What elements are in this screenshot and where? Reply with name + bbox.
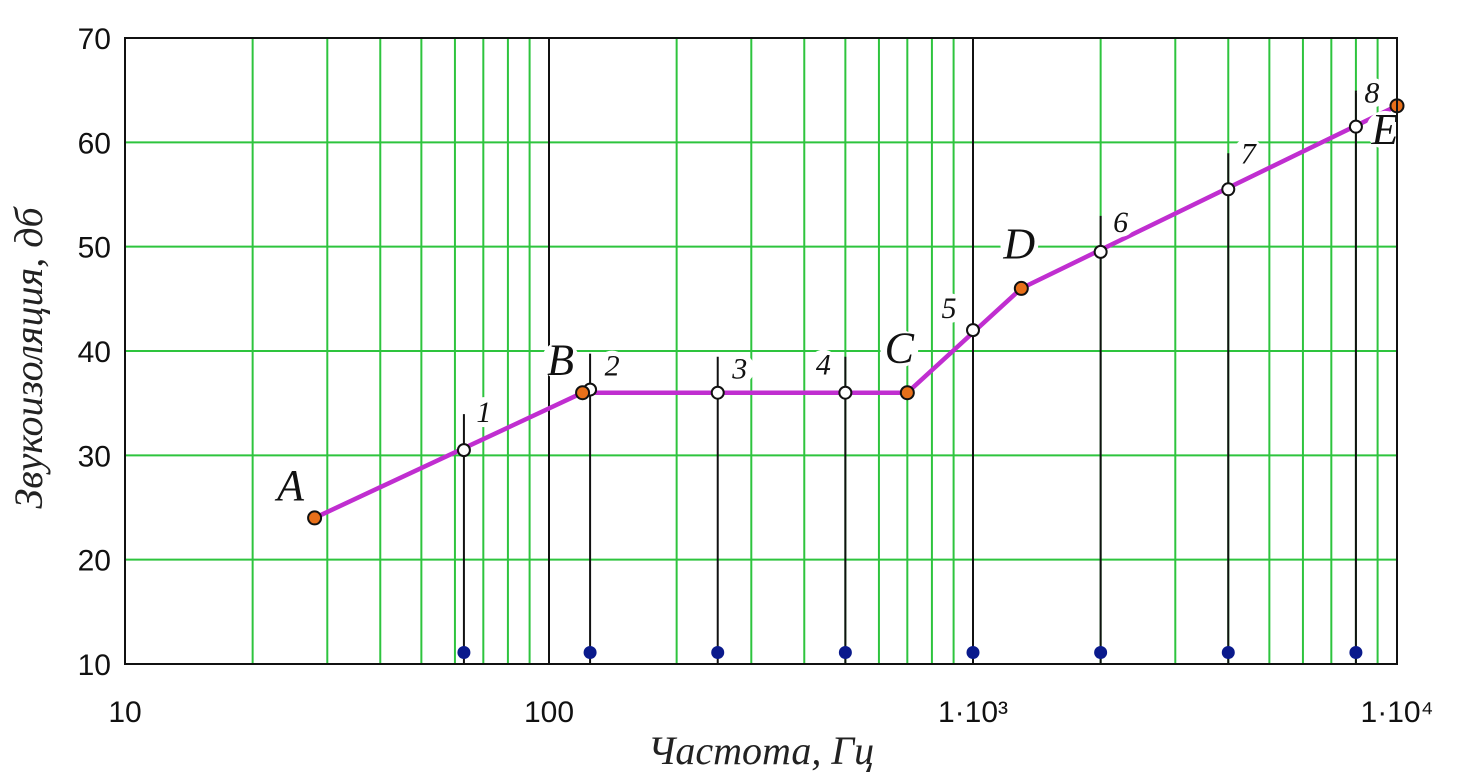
- label-halo: [1105, 206, 1136, 237]
- base-marker: [1094, 646, 1108, 660]
- x-tick-label: 100: [524, 696, 574, 729]
- label-halo: [724, 353, 755, 384]
- x-axis-title: Частота, Гц: [648, 728, 874, 773]
- marker-label: 6: [1113, 206, 1128, 239]
- marker-point: [456, 443, 471, 458]
- y-tick-label: 20: [78, 545, 111, 578]
- x-tick-label: 1·10⁴: [1361, 696, 1434, 729]
- label-halo: [541, 341, 580, 380]
- label-halo: [808, 349, 839, 380]
- point-labels: A B C D E 1 2 3 4 5 6 7 8: [271, 77, 1404, 510]
- base-marker: [1349, 646, 1363, 660]
- x-tick-label: 1·10³: [938, 696, 1008, 729]
- label-halo: [1000, 225, 1039, 264]
- marker-point: [838, 385, 853, 400]
- base-marker: [1221, 646, 1235, 660]
- label-halo: [468, 397, 499, 428]
- marker-stems: [457, 90, 1363, 664]
- key-point-label: E: [1371, 105, 1399, 154]
- marker-point: [1221, 182, 1236, 197]
- y-tick-label: 70: [78, 23, 111, 56]
- base-marker: [457, 646, 471, 660]
- key-point: [899, 385, 915, 401]
- marker-label: 3: [731, 353, 747, 386]
- key-point-label: C: [885, 324, 915, 373]
- plot-frame: [124, 37, 1398, 665]
- y-tick-label: 60: [78, 127, 111, 160]
- y-tick-label: 40: [78, 336, 111, 369]
- base-marker: [711, 646, 725, 660]
- base-marker: [583, 646, 597, 660]
- key-point-label: D: [1002, 219, 1035, 268]
- key-point: [1013, 280, 1029, 296]
- marker-label: 8: [1364, 77, 1379, 110]
- marker-label: 2: [605, 350, 620, 383]
- label-halo: [880, 329, 919, 368]
- marker-point: [710, 385, 725, 400]
- base-marker: [966, 646, 980, 660]
- tick-labels: 10 20 30 40 50 60 70 10 100 1·10³ 1·10⁴: [78, 23, 1434, 729]
- marker-point: [966, 323, 980, 338]
- base-marker: [838, 646, 852, 660]
- marker-point: [1348, 119, 1363, 134]
- marker-label: 1: [476, 396, 491, 429]
- key-point-label: B: [547, 336, 574, 385]
- label-halo: [934, 293, 964, 324]
- y-tick-label: 10: [78, 649, 111, 682]
- label-halo: [1233, 138, 1264, 169]
- key-point: [307, 510, 323, 526]
- label-halo: [1366, 110, 1404, 149]
- key-point: [575, 385, 591, 401]
- key-point-label: A: [274, 461, 305, 510]
- label-halo: [597, 350, 628, 381]
- y-axis-title: Звукоизоляция, дб: [6, 206, 51, 509]
- marker-label: 7: [1241, 137, 1258, 170]
- y-tick-label: 30: [78, 440, 111, 473]
- label-halo: [271, 466, 310, 505]
- marker-label: 4: [816, 349, 831, 382]
- marker-point: [1093, 244, 1108, 259]
- label-halo: [1356, 77, 1387, 108]
- y-tick-label: 50: [78, 232, 111, 265]
- x-tick-label: 10: [108, 696, 141, 729]
- marker-label: 5: [942, 292, 957, 325]
